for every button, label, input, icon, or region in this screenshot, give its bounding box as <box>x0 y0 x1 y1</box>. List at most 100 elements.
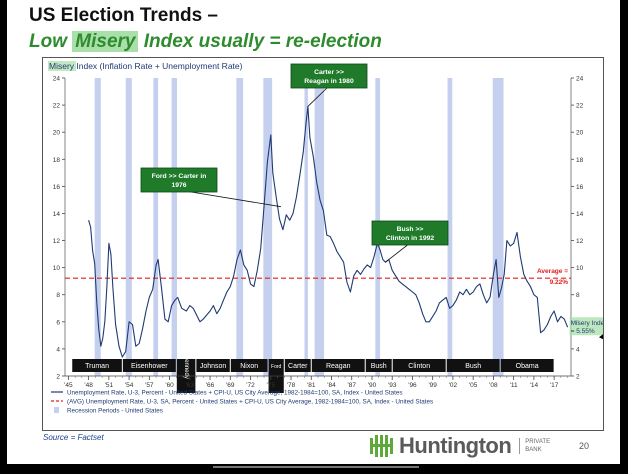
y-tick-label-right: 14 <box>576 211 584 218</box>
callout-carter-reagan: Carter >> Reagan in 1980 <box>290 63 368 107</box>
subtitle-highlight: Misery <box>72 31 139 52</box>
president-label: Carter <box>288 363 308 370</box>
callout-box <box>290 63 368 89</box>
y-tick-label-right: 2 <box>576 374 580 381</box>
x-tick-label: '69 <box>226 382 235 389</box>
legend-label: (AVG) Unemployment Rate, U-3, SA, Percen… <box>67 399 433 406</box>
y-tick-label-left: 6 <box>56 319 60 326</box>
huntington-mark-icon <box>370 435 393 457</box>
x-tick-label: '93 <box>388 382 397 389</box>
huntington-logo: Huntington PRIVATE BANK <box>369 433 550 459</box>
x-tick-label: '90 <box>368 382 377 389</box>
callout-line1: Ford >> Carter in <box>152 173 207 180</box>
legend-swatch-recession <box>54 407 59 413</box>
recession-bar <box>153 78 159 376</box>
x-tick-label: '96 <box>408 382 417 389</box>
president-bar <box>446 359 500 372</box>
x-tick-label: '99 <box>428 382 437 389</box>
y-tick-label-right: 16 <box>576 184 584 191</box>
y-tick-label-left: 14 <box>53 211 61 218</box>
callout-line2: 1976 <box>171 182 186 189</box>
chart-title: Misery Index (Inflation Rate + Unemploym… <box>49 61 243 71</box>
legend-label: Recession Periods - United States <box>67 408 163 415</box>
x-tick-label: '66 <box>206 382 215 389</box>
y-tick-label-right: 12 <box>576 238 584 245</box>
president-label: Truman <box>85 363 109 370</box>
source-note: Source = Factset <box>43 433 104 442</box>
x-tick-label: '78 <box>287 382 296 389</box>
recession-bar <box>94 78 101 376</box>
x-tick-label: '54 <box>125 382 134 389</box>
president-bar <box>500 359 554 372</box>
president-bar <box>72 359 122 372</box>
recession-bar <box>236 78 244 376</box>
x-tick-label: '81 <box>307 382 316 389</box>
callout-box <box>140 167 218 193</box>
president-label: Eisenhower <box>131 363 168 370</box>
president-label: Nixon <box>240 363 258 370</box>
callout-ford-carter: Ford >> Carter in 1976 <box>140 167 281 208</box>
y-tick-label-left: 20 <box>53 130 61 137</box>
callout-line2: Clinton in 1992 <box>386 235 435 242</box>
recession-bar <box>263 78 273 376</box>
callout-line1: Carter >> <box>314 69 344 76</box>
callout-box <box>371 220 449 246</box>
recession-bar <box>125 78 132 376</box>
latest-label: Misery Index <box>571 320 603 327</box>
slide: US Election Trends – Low Misery Index us… <box>7 0 620 464</box>
legend-label: Unemployment Rate, U-3, Percent - United… <box>67 390 403 397</box>
slide-subtitle: Low Misery Index usually = re-election <box>29 31 382 53</box>
arrow-head-icon <box>599 334 603 340</box>
x-tick-label: '84 <box>327 382 336 389</box>
series-line-misery-index <box>88 105 569 358</box>
y-tick-label-right: 8 <box>576 292 580 299</box>
x-tick-label: '48 <box>84 382 93 389</box>
y-tick-label-right: 10 <box>576 265 584 272</box>
x-tick-label: '51 <box>105 382 114 389</box>
y-tick-label-right: 4 <box>576 346 580 353</box>
x-tick-label: '60 <box>165 382 174 389</box>
callout-pointer <box>178 189 281 208</box>
president-bar <box>122 359 176 372</box>
president-bar <box>311 359 365 372</box>
y-tick-label-left: 2 <box>56 374 60 381</box>
president-label: Johnson <box>200 363 227 370</box>
president-label: Ford <box>271 364 282 370</box>
x-tick-label: '72 <box>246 382 255 389</box>
y-tick-label-left: 24 <box>53 76 61 83</box>
chart-panel: Misery Index (Inflation Rate + Unemploym… <box>42 57 604 431</box>
president-bar <box>392 359 446 372</box>
y-tick-label-right: 18 <box>576 157 584 164</box>
recession-bar <box>171 78 177 376</box>
x-tick-label: '63 <box>186 382 195 389</box>
brand-subtitle: PRIVATE BANK <box>519 438 550 454</box>
subtitle-suffix: Index usually = re-election <box>138 31 382 52</box>
x-tick-label: '14 <box>530 382 539 389</box>
y-tick-label-right: 24 <box>576 76 584 83</box>
callout-pointer <box>307 85 330 107</box>
chart-title-highlight-box <box>48 61 76 71</box>
president-label: Bush <box>371 363 387 370</box>
y-tick-label-left: 10 <box>53 265 61 272</box>
brand-name: Huntington <box>399 433 512 458</box>
recession-bar <box>314 78 325 376</box>
x-tick-label: '17 <box>550 382 559 389</box>
y-tick-label-right: 22 <box>576 103 584 110</box>
x-tick-label: '75 <box>267 382 276 389</box>
recession-bar <box>304 78 308 376</box>
x-tick-label: '57 <box>145 382 154 389</box>
president-bar <box>196 359 230 372</box>
president-label: Kennedy <box>183 355 189 379</box>
y-tick-label-left: 8 <box>56 292 60 299</box>
callout-bush-clinton: Bush >> Clinton in 1992 <box>371 220 449 263</box>
latest-value: = 5.55% <box>571 328 595 335</box>
y-tick-label-left: 16 <box>53 184 61 191</box>
chart-title-highlight: Misery <box>49 61 75 71</box>
page-number: 20 <box>579 441 590 451</box>
y-tick-label-left: 18 <box>53 157 61 164</box>
president-label: Obama <box>516 363 539 370</box>
x-tick-label: '87 <box>347 382 356 389</box>
president-label: Clinton <box>408 363 430 370</box>
callout-pointer <box>385 242 411 263</box>
subtitle-prefix: Low <box>29 31 73 52</box>
